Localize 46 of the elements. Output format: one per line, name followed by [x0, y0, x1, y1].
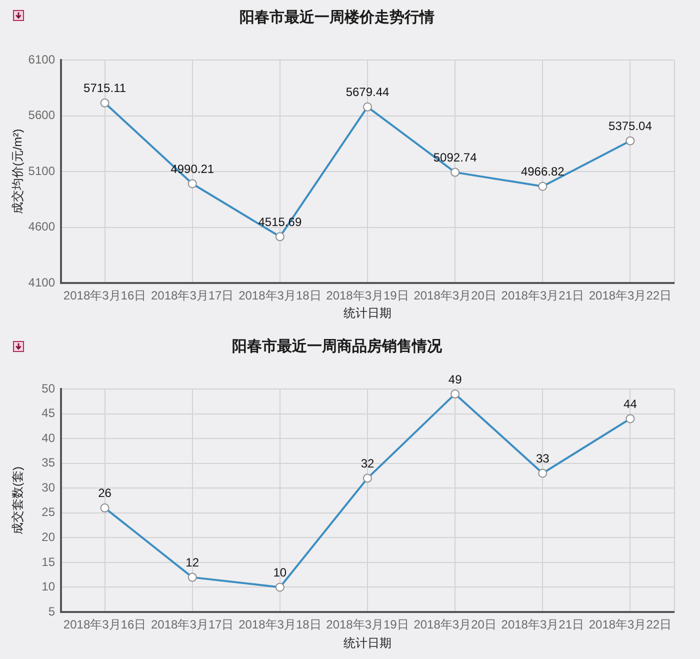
y-tick-label: 35 [42, 456, 56, 470]
x-tick-label: 2018年3月19日 [326, 618, 409, 632]
y-tick-label: 30 [42, 480, 56, 494]
x-tick-label: 2018年3月20日 [414, 288, 496, 303]
x-tick-label: 2018年3月19日 [326, 288, 409, 303]
x-tick-label: 2018年3月17日 [151, 288, 234, 303]
data-label: 4966.82 [520, 164, 565, 179]
data-label: 5375.04 [608, 119, 652, 134]
y-tick-label: 40 [42, 430, 56, 445]
data-label: 10 [273, 566, 287, 580]
data-label: 12 [186, 556, 200, 570]
data-label: 5679.44 [346, 85, 390, 100]
chart-title: 阳春市最近一周商品房销售情况 [232, 337, 443, 356]
y-tick-label: 4100 [28, 275, 56, 290]
data-label: 26 [98, 486, 112, 500]
data-label: 32 [360, 456, 374, 471]
y-axis-title: 成交均价(元/m²) [10, 128, 25, 214]
y-tick-label: 10 [42, 580, 56, 594]
y-tick-label: 5 [48, 604, 56, 618]
x-tick-label: 2018年3月16日 [63, 288, 146, 303]
data-label: 44 [624, 397, 638, 412]
x-tick-label: 2018年3月21日 [501, 618, 584, 632]
x-tick-label: 2018年3月22日 [588, 618, 672, 632]
y-tick-label: 5100 [28, 164, 56, 178]
chart-title: 阳春市最近一周楼价走势行情 [240, 8, 434, 26]
data-label: 33 [536, 452, 550, 466]
data-label: 5715.11 [84, 81, 126, 96]
y-tick-label: 45 [42, 406, 56, 420]
x-axis-title: 统计日期 [344, 306, 392, 320]
x-tick-label: 2018年3月17日 [151, 618, 234, 632]
x-tick-label: 2018年3月22日 [588, 288, 672, 303]
x-tick-label: 2018年3月18日 [238, 618, 322, 632]
y-tick-label: 5600 [28, 108, 56, 122]
y-tick-label: 15 [42, 554, 56, 569]
x-axis-title: 统计日期 [344, 636, 392, 650]
y-tick-label: 50 [42, 381, 56, 396]
x-tick-label: 2018年3月16日 [63, 618, 146, 632]
x-tick-label: 2018年3月20日 [414, 618, 496, 632]
y-axis-title: 成交套数(套) [10, 466, 25, 534]
x-tick-label: 2018年3月21日 [501, 288, 584, 303]
y-tick-label: 6100 [28, 52, 56, 66]
y-tick-label: 4600 [28, 220, 56, 234]
y-tick-label: 25 [42, 505, 56, 520]
y-tick-label: 20 [42, 530, 56, 544]
data-label: 49 [448, 372, 462, 386]
x-tick-label: 2018年3月18日 [238, 288, 322, 303]
